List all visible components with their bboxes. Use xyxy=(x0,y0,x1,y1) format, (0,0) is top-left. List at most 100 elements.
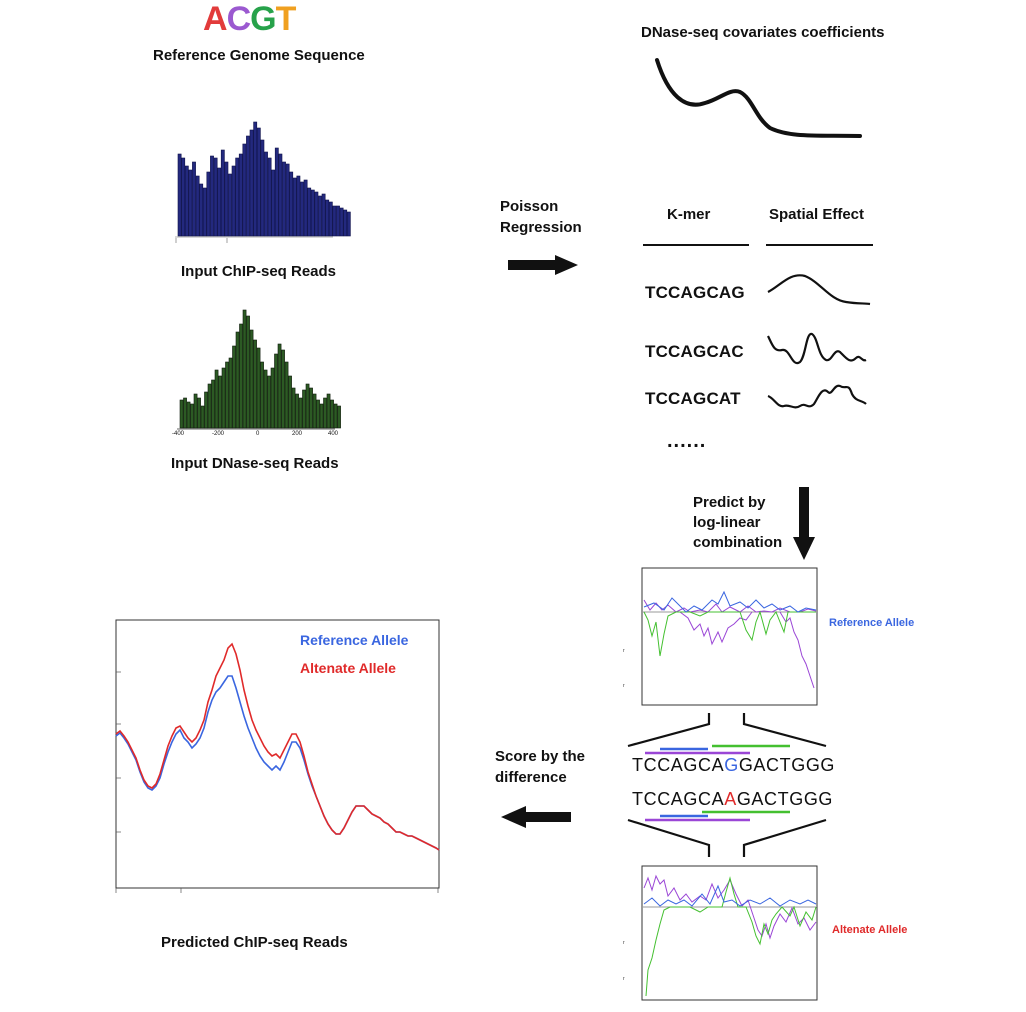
reference-seq-prefix: TCCAGCA xyxy=(632,755,725,775)
histogram-bar xyxy=(225,361,229,429)
histogram-bar xyxy=(285,163,290,237)
kmer-row-1: TCCAGCAG xyxy=(645,283,745,302)
alternate-allele-label-bottom: Altenate Allele xyxy=(832,924,908,936)
histogram-bar xyxy=(231,165,236,237)
histogram-bar xyxy=(321,193,326,237)
poisson-label-1: Poisson xyxy=(500,198,559,215)
dnase-tick: 400 xyxy=(328,431,339,437)
histogram-bar xyxy=(214,369,219,429)
poisson-label-2: Regression xyxy=(500,219,582,236)
histogram-bar xyxy=(228,173,232,237)
histogram-bar xyxy=(218,375,222,429)
histogram-bar xyxy=(220,149,225,237)
legend-alternate-allele: Altenate Allele xyxy=(300,660,396,676)
histogram-bar xyxy=(291,387,296,429)
histogram-bar xyxy=(260,139,265,237)
histogram-bar xyxy=(267,375,271,429)
histogram-bar xyxy=(300,181,304,237)
histogram-bar xyxy=(235,331,240,429)
histogram-bar xyxy=(202,187,207,237)
histogram-bar xyxy=(228,357,233,429)
histogram-bar xyxy=(312,393,317,429)
histogram-bar xyxy=(256,347,261,429)
histogram-bar xyxy=(270,367,275,429)
svg-text:r: r xyxy=(623,976,625,982)
histogram-bar xyxy=(323,397,327,429)
histogram-bar xyxy=(282,161,286,237)
histogram-bar xyxy=(179,399,184,429)
alternate-seq-variant: A xyxy=(724,789,737,809)
histogram-bar xyxy=(267,157,272,237)
histogram-bar xyxy=(296,175,301,237)
kmer-ellipsis: ...... xyxy=(667,430,707,452)
histogram-bar xyxy=(210,155,214,237)
histogram-bar xyxy=(246,315,250,429)
histogram-bar xyxy=(318,195,322,237)
kmer-row-2: TCCAGCAC xyxy=(645,342,744,361)
histogram-bar xyxy=(239,323,243,429)
histogram-bar xyxy=(289,171,294,237)
histogram-bar xyxy=(211,379,215,429)
reference-genome-label: Reference Genome Sequence xyxy=(153,47,365,64)
histogram-bar xyxy=(316,399,320,429)
logo-letter-a: A xyxy=(203,0,228,38)
histogram-bar xyxy=(303,179,308,237)
legend-reference-allele: Reference Allele xyxy=(300,632,409,648)
kmer-header: K-mer xyxy=(667,206,711,223)
histogram-bar xyxy=(197,397,201,429)
histogram-bar xyxy=(260,361,264,429)
histogram-bar xyxy=(295,393,299,429)
histogram-bar xyxy=(186,401,191,429)
histogram-bar xyxy=(206,171,211,237)
histogram-bar xyxy=(307,187,312,237)
dnase-tick: -200 xyxy=(212,431,225,437)
histogram-bar xyxy=(204,391,208,429)
histogram-bar xyxy=(217,167,222,237)
spatial-effect-header: Spatial Effect xyxy=(769,206,865,223)
dnase-axis-ticks: -400 -200 0 200 400 xyxy=(168,431,348,441)
histogram-bar xyxy=(253,339,257,429)
histogram-bar xyxy=(256,127,261,237)
svg-text:r: r xyxy=(623,940,625,946)
histogram-bar xyxy=(336,205,340,237)
score-label-1: Score by the xyxy=(495,748,586,765)
dnase-tick: 0 xyxy=(256,431,260,437)
logo-letter-t: T xyxy=(275,0,297,38)
histogram-bar xyxy=(343,209,348,237)
histogram-bar xyxy=(195,175,200,237)
predict-label-2: log-linear xyxy=(693,514,761,531)
histogram-bar xyxy=(246,135,250,237)
histogram-bar xyxy=(302,389,306,429)
histogram-bar xyxy=(292,177,297,237)
histogram-bar xyxy=(181,157,186,237)
histogram-bar xyxy=(253,121,258,237)
histogram-bar xyxy=(277,343,282,429)
histogram-bar xyxy=(232,345,236,429)
logo-letter-c: C xyxy=(226,0,252,38)
alternate-seq-prefix: TCCAGCA xyxy=(632,789,725,809)
histogram-bar xyxy=(271,169,276,237)
acgt-logo: ACGT xyxy=(203,0,297,39)
histogram-bar xyxy=(274,353,278,429)
alternate-seq-suffix: GACTGGG xyxy=(736,789,834,809)
histogram-bar xyxy=(328,201,333,237)
histogram-bar xyxy=(281,349,285,429)
dnase-tick: -400 xyxy=(172,431,185,437)
histogram-bar xyxy=(200,405,205,429)
histogram-bar xyxy=(177,153,182,237)
histogram-bar xyxy=(305,383,310,429)
histogram-bar xyxy=(249,129,254,237)
kmer-row-3: TCCAGCAT xyxy=(645,389,741,408)
histogram-bar xyxy=(346,211,351,237)
histogram-bar xyxy=(339,207,344,237)
histogram-bar xyxy=(298,397,303,429)
histogram-bar xyxy=(190,403,194,429)
svg-text:r: r xyxy=(623,648,625,654)
